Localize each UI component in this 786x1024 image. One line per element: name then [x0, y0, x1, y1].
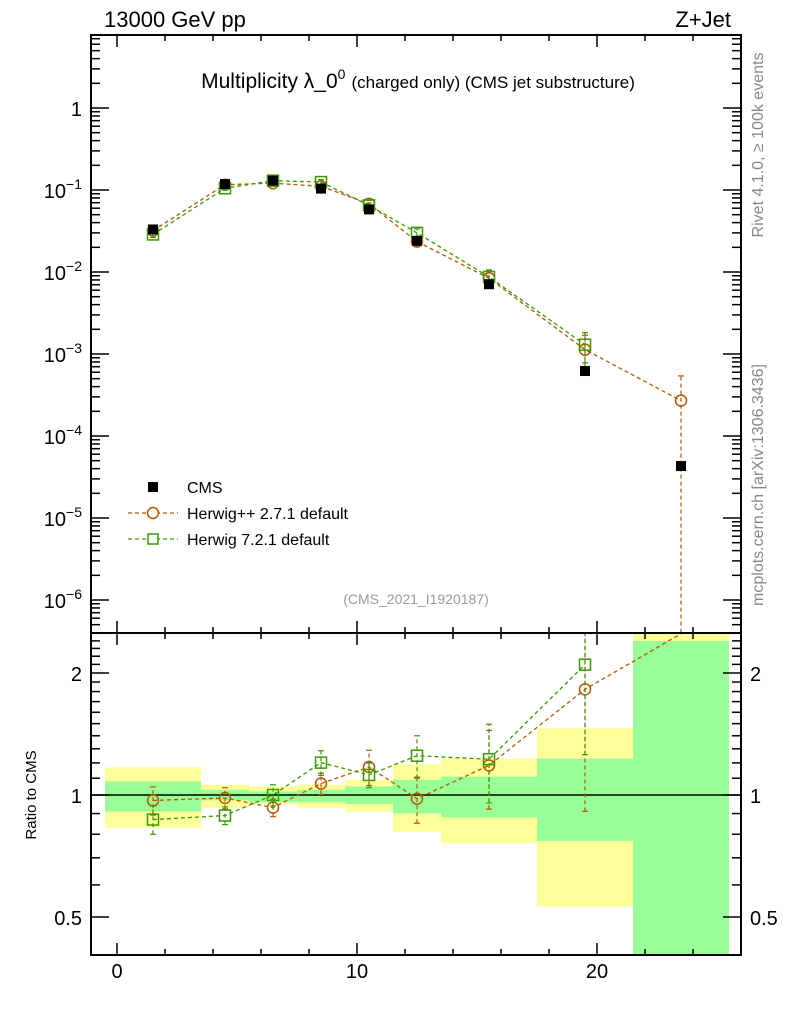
- title-sup: 0: [338, 66, 346, 82]
- ratio-tick-label-right: 2: [750, 664, 761, 686]
- x-tick-label: 20: [586, 961, 608, 983]
- y-tick-label: 10−5: [44, 504, 82, 531]
- main-point-cms: [580, 366, 590, 377]
- ratio-plot-marks: [146, 633, 682, 835]
- side-text-top: Rivet 4.1.0, ≥ 100k events: [750, 53, 767, 238]
- ratio-point-herwigpp: [218, 791, 232, 805]
- ratio-tick-label-right: 0.5: [750, 908, 778, 930]
- main-point-cms: [412, 235, 422, 246]
- x-tick-label: 0: [111, 961, 122, 983]
- ratio-point-herwig7: [266, 788, 280, 802]
- ratio-series-line-0: [152, 633, 682, 809]
- ratio-band-stat-bin: [441, 776, 537, 818]
- x-tick-label: 10: [346, 961, 368, 983]
- main-point-cms: [148, 224, 158, 235]
- ratio-tick-label-left: 1: [71, 786, 82, 808]
- ratio-point-herwig7: [362, 768, 376, 782]
- ratio-point-herwig7: [410, 749, 424, 762]
- chart-title: Multiplicity λ_00 (charged only) (CMS jet…: [201, 66, 635, 93]
- legend-label-herwig7: Herwig 7.2.1 default: [187, 532, 330, 549]
- main-point-herwig7: [266, 174, 280, 187]
- axes: 0 10 20 1 10−1 10−2 10−3 10−4 10−5 10−6 2 2 1 1 0.5 0.5: [44, 35, 778, 983]
- ratio-tick-label-right: 1: [750, 786, 761, 808]
- y-tick-label: 10−6: [44, 586, 82, 613]
- title-suffix: (charged only) (CMS jet substructure): [351, 73, 634, 92]
- y-tick-label: 10−4: [44, 422, 82, 449]
- legend: CMS Herwig++ 2.7.1 default Herwig 7.2.1 …: [128, 480, 349, 549]
- legend-marker-herwig7: [147, 533, 159, 545]
- ratio-point-herwig7: [314, 756, 328, 769]
- series-line-0: [152, 182, 682, 402]
- legend-marker-cms: [148, 482, 158, 492]
- ratio-point-herwig7: [218, 809, 232, 822]
- main-point-cms: [316, 183, 326, 194]
- ratio-point-herwig7: [578, 658, 592, 671]
- ratio-point-herwig7: [146, 813, 160, 826]
- y-tick-label: 10−3: [44, 340, 82, 367]
- y-tick-label: 1: [71, 99, 82, 121]
- title-main: Multiplicity λ_0: [201, 70, 338, 93]
- legend-label-cms: CMS: [187, 480, 223, 497]
- analysis-id: (CMS_2021_I1920187): [343, 591, 489, 607]
- main-point-cms: [676, 461, 686, 472]
- ratio-point-herwigpp: [314, 777, 328, 790]
- main-point-cms: [484, 279, 494, 290]
- legend-marker-herwigpp: [146, 506, 160, 520]
- ratio-band-stat-bin: [537, 758, 633, 842]
- main-plot-marks: [146, 174, 688, 633]
- ratio-band-stat-bin: [633, 640, 729, 955]
- header-left: 13000 GeV pp: [104, 7, 246, 32]
- y-tick-label: 10−2: [44, 258, 82, 285]
- ratio-tick-label-left: 2: [71, 664, 82, 686]
- ratio-series-line-1: [152, 664, 586, 821]
- header-right: Z+Jet: [675, 7, 731, 32]
- legend-label-herwigpp: Herwig++ 2.7.1 default: [187, 506, 349, 523]
- ratio-point-herwigpp: [410, 792, 424, 805]
- ratio-tick-label-left: 0.5: [54, 908, 82, 930]
- main-point-cms: [364, 204, 374, 215]
- ratio-ylabel: Ratio to CMS: [23, 750, 40, 839]
- ratio-frame: [90, 632, 742, 956]
- main-point-cms: [220, 179, 230, 190]
- main-point-herwig7: [578, 338, 592, 351]
- series-line-1: [152, 180, 586, 346]
- main-point-herwigpp: [674, 394, 688, 407]
- side-text-bottom: mcplots.cern.ch [arXiv:1306.3436]: [750, 364, 767, 606]
- ratio-point-herwig7: [482, 752, 496, 766]
- main-point-cms: [268, 175, 278, 186]
- y-tick-label: 10−1: [44, 176, 82, 203]
- ratio-band-stat-bin: [297, 789, 345, 803]
